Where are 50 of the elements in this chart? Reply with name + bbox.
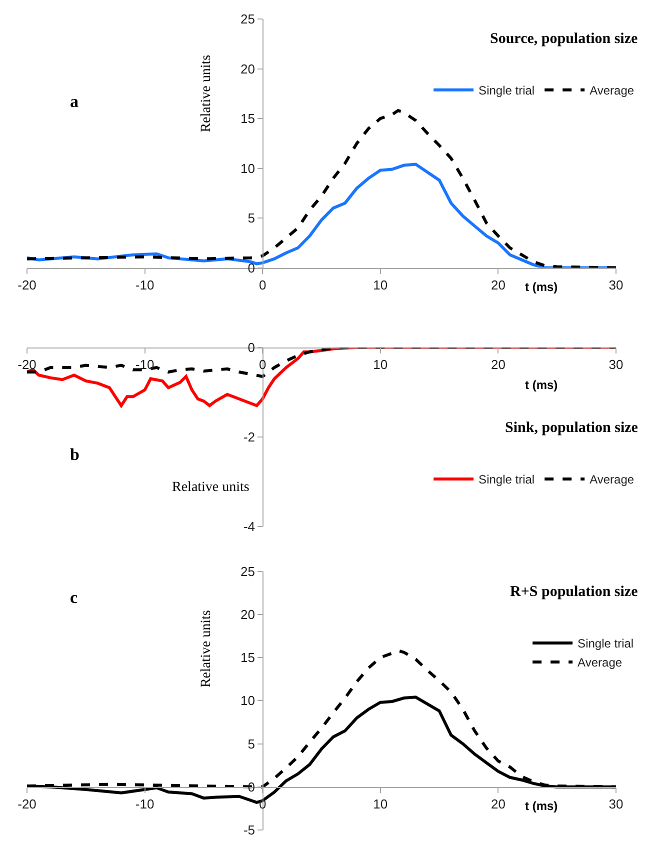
y-tick-label: 10 (240, 693, 255, 708)
x-tick-label: 30 (608, 796, 624, 812)
x-tick-label: -10 (135, 356, 154, 372)
y-axis-title: Relative units (172, 480, 250, 495)
y-tick-label: 5 (248, 210, 255, 226)
x-tick-label: 0 (258, 356, 266, 372)
y-tick-label: 15 (240, 650, 255, 666)
x-tick-label: -10 (135, 796, 154, 812)
y-tick-label: 20 (240, 61, 255, 76)
annotation: b (70, 445, 80, 464)
x-tick-label: -20 (18, 796, 36, 812)
x-tick-label: 30 (608, 277, 624, 292)
x-axis-title: t (ms) (525, 799, 558, 813)
legend-label: Average (590, 84, 634, 98)
legend-label: Average (590, 472, 634, 487)
x-tick-label: 20 (490, 356, 506, 372)
y-tick-label: 5 (248, 736, 255, 752)
x-axis-title: t (ms) (525, 280, 558, 294)
x-tick-label: 20 (490, 277, 506, 292)
text: Source, population size (490, 31, 638, 47)
y-tick-label: 0 (248, 340, 255, 355)
x-tick-label: 20 (490, 796, 506, 812)
y-tick-label: -5 (243, 822, 255, 838)
x-axis-title: t (ms) (525, 378, 558, 392)
y-tick-label: 25 (240, 12, 255, 27)
text: Sink, population size (505, 420, 638, 436)
y-tick-label: 20 (240, 606, 255, 622)
y-axis-title: Relative units (199, 54, 214, 132)
y-tick-label: 10 (240, 160, 255, 176)
y-tick-label: 0 (248, 260, 255, 276)
x-tick-label: 10 (373, 277, 388, 292)
y-axis-title: Relative units (198, 610, 214, 688)
x-tick-label: 30 (608, 356, 624, 372)
legend-label: Average (578, 656, 622, 670)
x-tick-label: 0 (258, 277, 266, 292)
x-tick-label: 10 (373, 356, 388, 372)
x-tick-label: 10 (373, 796, 388, 812)
annotation: a (70, 92, 79, 111)
y-tick-label: 15 (240, 111, 255, 126)
legend-label: Single trial (478, 84, 535, 98)
text: R+S population size (510, 584, 638, 600)
y-tick-label: -2 (243, 429, 255, 444)
x-tick-label: -10 (135, 277, 154, 292)
annotation: c (70, 588, 78, 607)
legend-label: Single trial (578, 636, 634, 651)
legend-label: Single trial (478, 472, 535, 487)
x-tick-label: -20 (18, 277, 36, 292)
x-tick-label: -20 (18, 356, 36, 372)
y-tick-label: 25 (240, 564, 255, 579)
y-tick-label: -4 (243, 519, 255, 534)
